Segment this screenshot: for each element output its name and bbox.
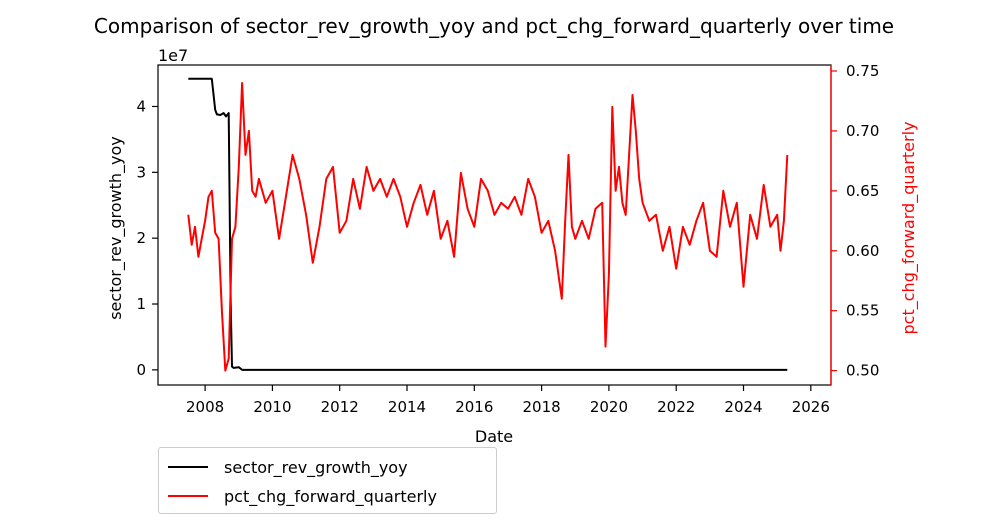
y-left-multiplier-label: 1e7: [158, 46, 188, 65]
x-tick-label: 2014: [388, 398, 426, 416]
x-tick-label: 2020: [590, 398, 628, 416]
legend-item-pct-chg: pct_chg_forward_quarterly: [168, 484, 437, 508]
y-left-axis-label: sector_rev_growth_yoy: [106, 136, 126, 320]
y-right-tick-label: 0.60: [846, 242, 879, 260]
y-left-tick-label: 2: [136, 229, 146, 247]
legend-label: sector_rev_growth_yoy: [224, 457, 408, 477]
y-right-tick-label: 0.65: [846, 182, 879, 200]
plot-area: [157, 64, 832, 386]
y-axis-right: 0.50 0.55 0.60 0.65 0.70 0.75: [830, 62, 879, 385]
x-axis-label: Date: [475, 427, 513, 446]
legend-item-sector-rev: sector_rev_growth_yoy: [168, 455, 408, 479]
x-axis: 2008 2010 2012 2014 2016 2018 2020 2022 2024 2026: [186, 385, 830, 416]
y-right-axis-label: pct_chg_forward_quarterly: [899, 122, 919, 335]
chart-title: Comparison of sector_rev_growth_yoy and …: [94, 14, 894, 38]
y-left-tick-label: 3: [136, 163, 146, 181]
legend-label: pct_chg_forward_quarterly: [224, 486, 437, 506]
x-tick-label: 2010: [253, 398, 291, 416]
y-right-tick-label: 0.75: [846, 62, 879, 80]
y-right-tick-label: 0.70: [846, 122, 879, 140]
y-left-tick-label: 0: [136, 361, 146, 379]
y-left-tick-label: 4: [136, 97, 146, 115]
x-tick-label: 2018: [523, 398, 561, 416]
legend: sector_rev_growth_yoy pct_chg_forward_qu…: [158, 447, 497, 514]
x-tick-label: 2024: [724, 398, 762, 416]
y-left-tick-label: 1: [136, 295, 146, 313]
x-tick-label: 2008: [186, 398, 224, 416]
x-tick-label: 2016: [455, 398, 493, 416]
x-tick-label: 2022: [657, 398, 695, 416]
x-tick-label: 2026: [792, 398, 830, 416]
y-right-tick-label: 0.55: [846, 302, 879, 320]
y-right-tick-label: 0.50: [846, 362, 879, 380]
legend-swatch-red: [168, 495, 208, 497]
series-line-pct-chg-forward-quarterly: [187, 82, 789, 372]
legend-swatch-black: [168, 466, 208, 468]
x-tick-label: 2012: [321, 398, 359, 416]
series-line-sector-rev-growth-yoy: [188, 77, 788, 371]
y-axis-left: 0 1 2 3 4: [136, 97, 158, 379]
